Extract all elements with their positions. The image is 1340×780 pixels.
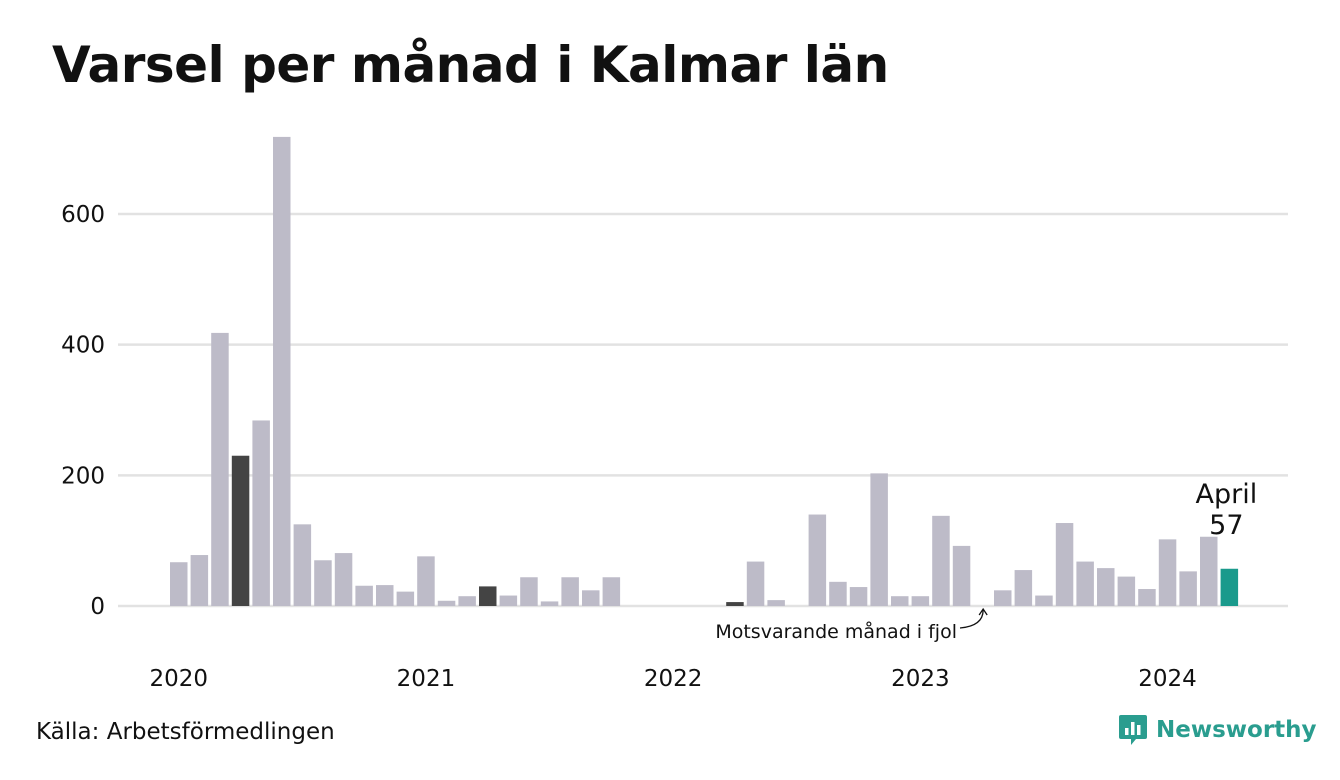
- y-tick-label: 400: [61, 333, 105, 359]
- bar: [1097, 568, 1115, 606]
- gridlines: [118, 212, 1288, 608]
- bar: [520, 577, 538, 606]
- bar: [829, 581, 847, 606]
- x-tick-label: 2022: [644, 666, 703, 692]
- bars: [170, 136, 1239, 606]
- bar: [932, 515, 950, 606]
- bar: [1035, 595, 1053, 606]
- bar: [273, 136, 291, 606]
- bar: [499, 595, 518, 606]
- bar: [1179, 571, 1197, 606]
- brand-name: Newsworthy: [1156, 717, 1317, 743]
- bar: [417, 556, 435, 606]
- highlight-value-label: 57: [1209, 510, 1243, 541]
- bar: [1138, 589, 1156, 606]
- bar-highlight: [1220, 568, 1239, 606]
- bar: [602, 577, 621, 606]
- bar: [540, 601, 559, 606]
- bar: [891, 596, 909, 606]
- bar: [1055, 523, 1074, 606]
- bar-comparison: [726, 602, 744, 606]
- brand-logo: Newsworthy: [1118, 713, 1317, 747]
- y-tick-label: 0: [90, 594, 105, 620]
- x-tick-label: 2021: [397, 666, 456, 692]
- y-tick-label: 200: [61, 463, 105, 489]
- bar: [437, 600, 456, 606]
- bar-comparison: [231, 455, 250, 606]
- bar: [252, 420, 270, 606]
- bar: [1117, 576, 1136, 606]
- bar: [376, 585, 394, 606]
- newsworthy-logo-icon: [1119, 715, 1147, 745]
- bar: [314, 560, 332, 606]
- bar: [1158, 539, 1177, 606]
- bar: [190, 555, 209, 606]
- x-tick-label: 2024: [1138, 666, 1197, 692]
- bar: [952, 545, 971, 606]
- bar: [1014, 570, 1033, 606]
- y-tick-label: 600: [61, 202, 105, 228]
- bar: [458, 596, 476, 606]
- bar: [170, 562, 188, 606]
- highlight-month-label: April: [1195, 479, 1257, 510]
- bar: [211, 332, 229, 606]
- x-tick-label: 2023: [891, 666, 950, 692]
- bar: [911, 596, 930, 606]
- x-tick-label: 2020: [149, 666, 208, 692]
- annotation-arrow: [959, 609, 984, 629]
- bar: [355, 585, 373, 606]
- bar: [994, 590, 1012, 606]
- bar: [1076, 561, 1094, 606]
- chart-title: Varsel per månad i Kalmar län: [52, 36, 889, 94]
- source-note: Källa: Arbetsförmedlingen: [36, 719, 335, 745]
- bar: [849, 587, 868, 606]
- bar: [767, 600, 785, 606]
- annotation-label: Motsvarande månad i fjol: [715, 620, 957, 643]
- bar: [334, 553, 353, 606]
- bar: [293, 524, 312, 606]
- annotation-arrowhead: [978, 607, 988, 616]
- bar: [582, 590, 600, 606]
- bar: [1200, 536, 1218, 606]
- axis-labels: 0 200 400 600 2020 2021 2022 2023 2024: [61, 202, 1197, 692]
- bar-comparison: [479, 586, 497, 606]
- bar: [396, 591, 415, 606]
- bar: [561, 577, 579, 606]
- bar: [746, 561, 765, 606]
- bar: [808, 514, 827, 606]
- bar: [870, 473, 888, 606]
